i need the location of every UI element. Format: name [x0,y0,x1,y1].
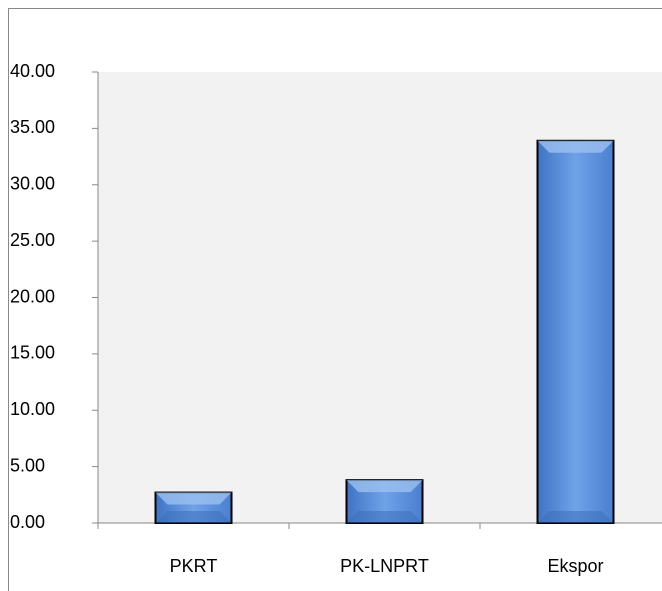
y-tick-label: 10.00 [10,399,55,419]
bar-bevel [346,480,423,493]
bar-bevel [537,140,614,153]
x-tick-label: PK-LNPRT [340,556,429,576]
y-tick-label: 40.00 [10,61,55,81]
bar-bevel [155,511,232,523]
x-tick-label: Ekspor [547,556,603,576]
y-tick-label: 35.00 [10,117,55,137]
y-tick-label: 25.00 [10,230,55,250]
y-tick-label: 20.00 [10,286,55,306]
bar-bevel [537,511,614,523]
y-tick-label: 0.00 [10,512,45,532]
bar-bevel [346,511,423,523]
y-tick-label: 15.00 [10,343,55,363]
y-tick-label: 5.00 [10,455,45,475]
x-tick-label: PKRT [170,556,218,576]
y-tick-label: 30.00 [10,174,55,194]
bar [536,139,615,524]
bar-bevel [155,492,232,505]
